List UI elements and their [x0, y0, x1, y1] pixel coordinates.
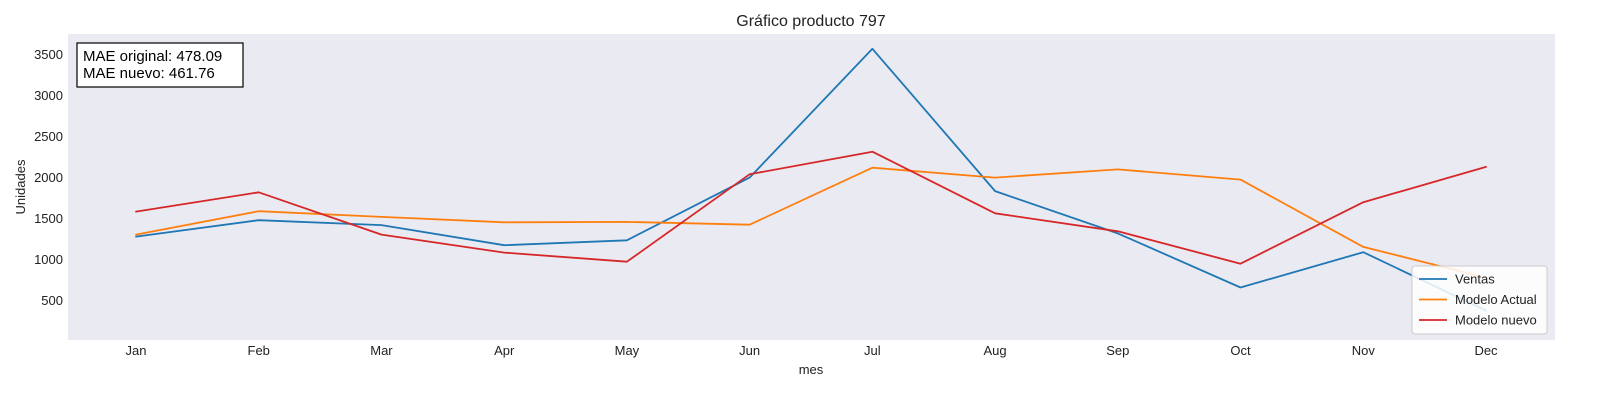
x-tick-label-aug: Aug	[984, 343, 1007, 358]
y-tick-label-2500: 2500	[34, 129, 63, 144]
x-axis-label: mes	[799, 362, 824, 377]
x-tick-label-apr: Apr	[494, 343, 515, 358]
mae-annotation-box: MAE original: 478.09 MAE nuevo: 461.76	[76, 42, 244, 88]
x-tick-label-oct: Oct	[1230, 343, 1251, 358]
annotation-line-mae-original: MAE original: 478.09	[83, 48, 222, 65]
y-tick-label-1000: 1000	[34, 252, 63, 267]
plot-area	[68, 34, 1555, 340]
legend-item-modelo-nuevo: Modelo nuevo	[1419, 313, 1537, 328]
series-line-modelo-actual	[135, 166, 1487, 279]
annotation-line-mae-nuevo: MAE nuevo: 461.76	[83, 65, 215, 82]
legend: Ventas Modelo Actual Modelo nuevo	[1411, 265, 1548, 335]
legend-label-ventas: Ventas	[1455, 272, 1495, 287]
x-axis-ticks: Jan Feb Mar Apr May Jun Jul Aug Sep Oct Nov Dec	[126, 343, 1499, 358]
y-tick-label-3500: 3500	[34, 47, 63, 62]
chart-title: Gráfico producto 797	[736, 13, 886, 30]
x-tick-label-mar: Mar	[370, 343, 393, 358]
y-tick-label-2000: 2000	[34, 170, 63, 185]
x-tick-label-sep: Sep	[1106, 343, 1129, 358]
legend-item-modelo-actual: Modelo Actual	[1419, 292, 1537, 307]
x-tick-label-jan: Jan	[126, 343, 147, 358]
y-axis-ticks: 500 1000 1500 2000 2500 3000 3500	[34, 47, 63, 308]
series-line-modelo-nuevo	[135, 150, 1487, 265]
legend-box	[1411, 265, 1548, 335]
x-tick-label-dec: Dec	[1474, 343, 1498, 358]
y-axis-label: Unidades	[13, 159, 28, 214]
series-lines	[135, 47, 1487, 312]
series-line-ventas	[135, 47, 1487, 312]
annotation-border	[76, 42, 244, 88]
x-tick-label-jul: Jul	[864, 343, 881, 358]
y-tick-label-500: 500	[41, 293, 63, 308]
y-tick-label-1500: 1500	[34, 211, 63, 226]
legend-item-ventas: Ventas	[1419, 272, 1495, 287]
legend-label-modelo-nuevo: Modelo nuevo	[1455, 313, 1537, 328]
legend-label-modelo-actual: Modelo Actual	[1455, 292, 1537, 307]
x-tick-label-feb: Feb	[248, 343, 270, 358]
x-tick-label-nov: Nov	[1352, 343, 1376, 358]
x-tick-label-may: May	[615, 343, 640, 358]
y-tick-label-3000: 3000	[34, 88, 63, 103]
x-tick-label-jun: Jun	[739, 343, 760, 358]
